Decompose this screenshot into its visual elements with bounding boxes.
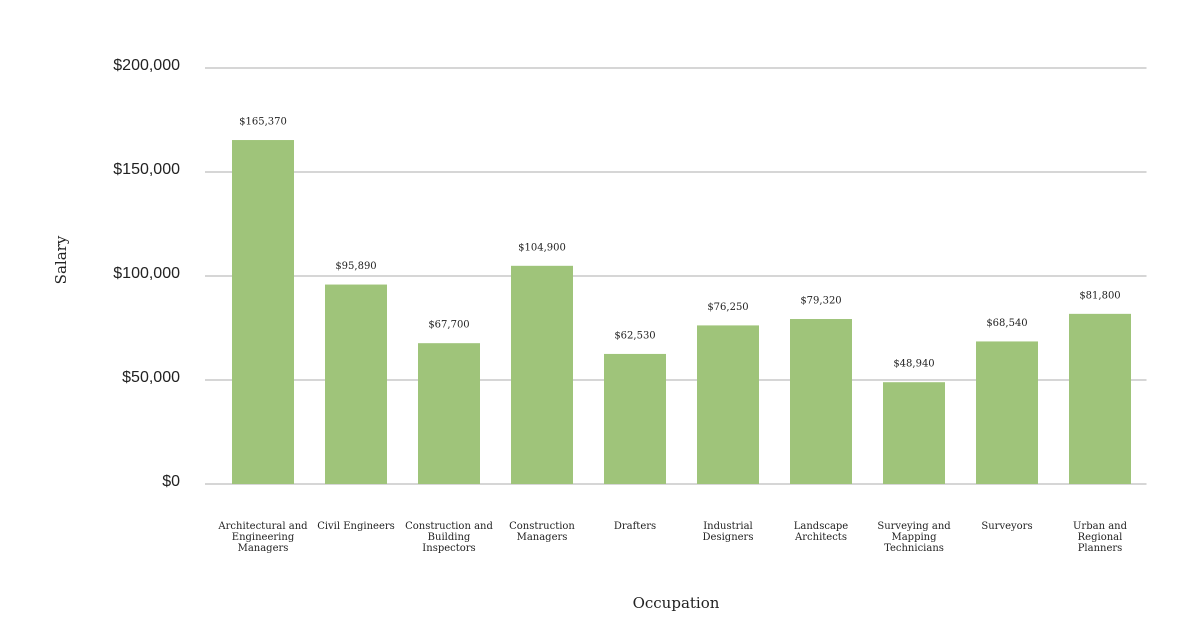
y-tick-label: $50,000 — [122, 369, 180, 386]
x-tick-label: Architectural and Engineering Managers — [218, 521, 308, 554]
bar — [697, 325, 759, 484]
bar — [511, 265, 573, 484]
value-label: $165,370 — [239, 117, 287, 128]
x-axis-label: Occupation — [633, 594, 720, 612]
value-label: $104,900 — [518, 242, 566, 253]
bar — [790, 319, 852, 484]
bar — [1069, 313, 1131, 484]
value-label: $48,940 — [893, 359, 934, 370]
value-label: $81,800 — [1079, 290, 1120, 301]
x-tick-label: Surveyors — [981, 521, 1033, 532]
y-tick-label: $100,000 — [113, 265, 180, 282]
x-tick-label: Construction Managers — [509, 521, 575, 543]
x-tick-label: Landscape Architects — [793, 521, 849, 543]
bar — [604, 353, 666, 484]
x-tick-label: Civil Engineers — [317, 521, 395, 532]
y-axis-label: Salary — [52, 235, 70, 284]
bar — [883, 382, 945, 484]
x-tick-label: Industrial Designers — [702, 521, 754, 543]
value-label: $68,540 — [986, 318, 1027, 329]
x-tick-label: Drafters — [613, 521, 657, 532]
x-tick-label: Construction and Building Inspectors — [405, 521, 493, 554]
y-tick-label: $0 — [162, 473, 180, 490]
value-label: $62,530 — [614, 330, 655, 341]
value-label: $76,250 — [707, 302, 748, 313]
bar — [976, 341, 1038, 484]
value-label: $79,320 — [800, 296, 841, 307]
value-label: $95,890 — [335, 261, 376, 272]
value-label: $67,700 — [428, 320, 469, 331]
x-tick-label: Urban and Regional Planners — [1073, 521, 1127, 554]
y-tick-label: $150,000 — [113, 161, 180, 178]
y-tick-label: $200,000 — [113, 57, 180, 74]
bar — [418, 343, 480, 484]
x-tick-label: Surveying and Mapping Technicians — [877, 521, 951, 554]
bar — [232, 140, 294, 484]
bar — [325, 284, 387, 484]
